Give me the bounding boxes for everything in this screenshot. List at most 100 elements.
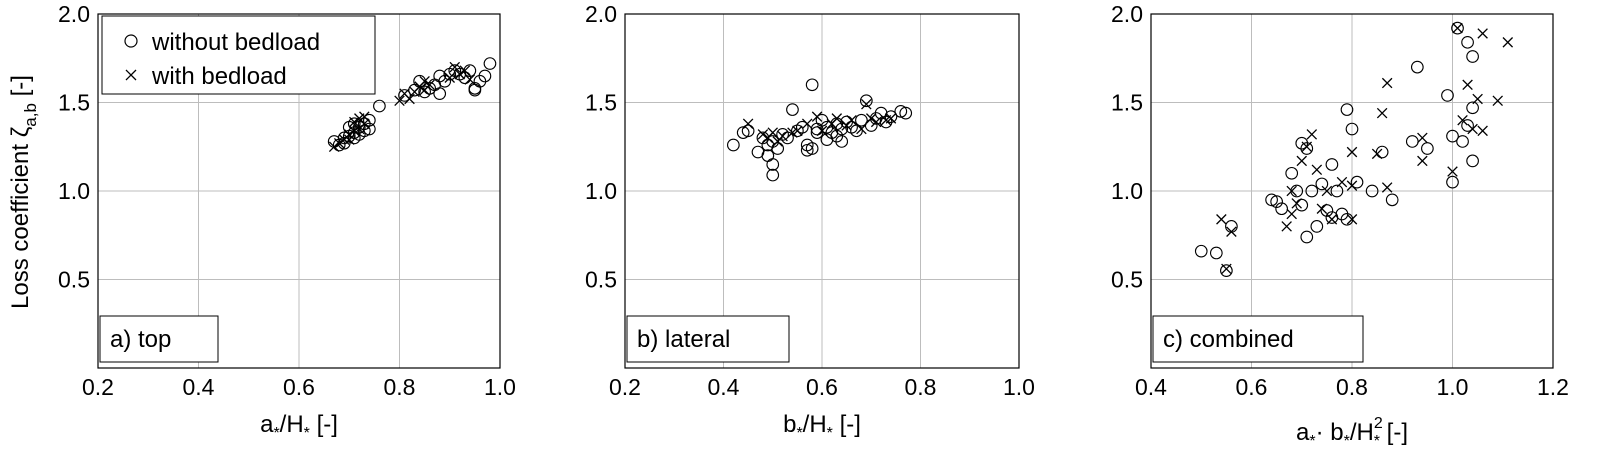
point-with-bedload [1417, 132, 1428, 144]
panel-label-b: b) lateral [626, 315, 790, 363]
point-without-bedload [805, 78, 819, 92]
point-without-bedload [1446, 129, 1459, 143]
ytick-label: 1.5 [58, 90, 90, 116]
point-without-bedload [1310, 220, 1324, 233]
point-with-bedload [1376, 107, 1388, 119]
point-without-bedload [1265, 193, 1278, 207]
point-with-bedload [1472, 93, 1483, 105]
point-without-bedload [357, 124, 371, 138]
ytick-label: 0.5 [58, 267, 90, 293]
point-with-bedload [359, 111, 370, 122]
xticks-a: 0.2 0.4 0.6 0.8 1.0 [82, 374, 516, 400]
ytick-label: 1.0 [58, 178, 90, 204]
panel-label-text: a) top [110, 326, 171, 353]
xtick-label: 1.0 [1437, 374, 1469, 400]
xtick-label: 0.4 [183, 374, 215, 400]
point-with-bedload [1477, 125, 1488, 137]
point-without-bedload [1461, 119, 1474, 132]
point-without-bedload [1194, 244, 1208, 258]
point-with-bedload [1447, 166, 1458, 177]
point-with-bedload [1381, 77, 1393, 89]
point-with-bedload [856, 123, 867, 135]
plot-frame-b [624, 13, 1020, 369]
xticks-b: 0.2 0.4 0.6 0.8 1.0 [609, 374, 1035, 400]
point-with-bedload [394, 95, 405, 106]
point-without-bedload [1320, 204, 1334, 217]
point-without-bedload [373, 99, 386, 113]
point-without-bedload [855, 113, 868, 127]
point-without-bedload [1225, 220, 1238, 233]
point-without-bedload [1375, 145, 1389, 159]
point-without-bedload [438, 74, 452, 88]
xtick-label: 0.8 [905, 374, 937, 400]
point-without-bedload [736, 126, 750, 139]
xtick-label: 0.4 [708, 374, 740, 400]
point-with-bedload [328, 141, 340, 153]
x-axis-label-c: a*· b*/H2 * [-] [1296, 415, 1408, 450]
point-with-bedload [1326, 214, 1338, 225]
point-without-bedload [761, 149, 775, 162]
point-with-bedload [811, 111, 823, 122]
point-with-bedload [1291, 198, 1302, 209]
ytick-label: 0.5 [1111, 267, 1143, 293]
panel-label-text: c) combined [1163, 326, 1294, 353]
point-with-bedload [349, 116, 360, 128]
y-axis-label-subscript: a,b [21, 103, 40, 127]
yticks-c: 0.5 1.0 1.5 2.0 [1111, 1, 1143, 293]
xticks-c: 0.4 0.6 0.8 1.0 1.2 [1135, 374, 1569, 400]
xtick-label: 0.6 [806, 374, 838, 400]
point-with-bedload [424, 79, 435, 91]
point-without-bedload [363, 113, 376, 127]
point-with-bedload [1371, 148, 1383, 160]
point-with-bedload [742, 118, 754, 129]
xtick-label: 0.6 [283, 374, 315, 400]
ytick-label: 1.5 [585, 90, 617, 116]
point-without-bedload [413, 74, 426, 88]
point-without-bedload [795, 120, 809, 134]
point-with-bedload [1452, 22, 1463, 34]
point-without-bedload [1330, 184, 1344, 198]
point-without-bedload [1220, 264, 1233, 278]
panel-label-box [1152, 315, 1364, 363]
point-with-bedload [767, 127, 779, 138]
yticks-a: 0.5 1.0 1.5 2.0 [58, 1, 90, 293]
xtick-label: 0.2 [609, 374, 641, 400]
x-axis-label-b: b*/H* [-] [783, 411, 861, 442]
point-with-bedload [801, 118, 813, 129]
point-without-bedload [766, 168, 780, 182]
point-without-bedload [771, 142, 785, 155]
ytick-label: 1.5 [1111, 90, 1143, 116]
y-axis-label: Loss coefficient ζa,b [-] [7, 75, 40, 309]
point-without-bedload [337, 131, 351, 145]
point-with-bedload [419, 76, 430, 87]
point-with-bedload [1346, 146, 1358, 158]
point-without-bedload [1461, 35, 1474, 49]
point-without-bedload [1466, 154, 1479, 168]
panel-c: 0.5 1.0 1.5 2.0 0.4 0.6 0.8 1.0 1.2 a*· … [1111, 1, 1569, 450]
point-with-bedload [404, 93, 415, 105]
point-without-bedload [1365, 184, 1379, 198]
point-without-bedload [1340, 103, 1354, 116]
point-without-bedload [1466, 101, 1479, 115]
xtick-label: 1.0 [1003, 374, 1035, 400]
point-with-bedload [1286, 185, 1297, 197]
point-without-bedload [884, 110, 898, 124]
point-with-bedload [777, 130, 788, 142]
point-with-bedload [885, 113, 897, 124]
point-with-bedload [1216, 214, 1227, 225]
point-with-bedload [1321, 185, 1333, 197]
point-without-bedload [726, 138, 740, 152]
point-without-bedload [1345, 122, 1359, 136]
point-without-bedload [468, 81, 482, 95]
point-without-bedload [1441, 89, 1454, 102]
point-without-bedload [894, 104, 908, 118]
xtick-label: 0.8 [1336, 374, 1368, 400]
point-without-bedload [1300, 230, 1314, 244]
point-without-bedload [786, 103, 799, 116]
point-with-bedload [792, 125, 803, 137]
ytick-label: 1.0 [585, 178, 617, 204]
point-without-bedload [741, 124, 755, 138]
legend-label-with-bedload: with bedload [151, 63, 287, 90]
point-with-bedload [1306, 129, 1318, 140]
point-with-bedload [1467, 123, 1478, 135]
